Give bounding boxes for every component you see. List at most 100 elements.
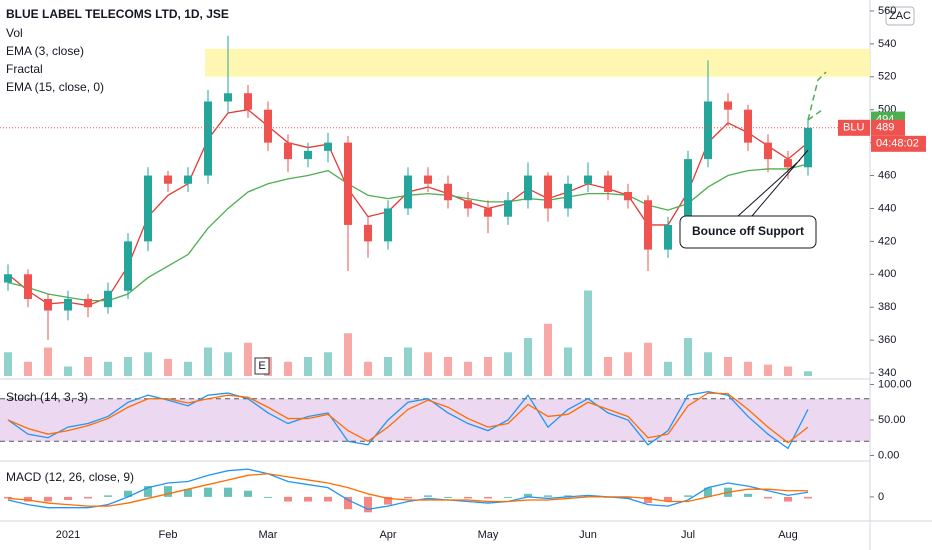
histogram-bar [504, 496, 512, 498]
countdown-box [871, 135, 926, 152]
x-tick-label: May [478, 529, 499, 541]
x-tick-label: Mar [259, 529, 278, 541]
histogram-bar [284, 496, 292, 502]
volume-bar [524, 338, 532, 376]
callout-lines [737, 149, 809, 217]
histogram-bar [84, 496, 92, 499]
histogram-bar [484, 496, 492, 499]
line [7, 473, 808, 507]
line [7, 392, 809, 444]
price-label: 489 [876, 122, 894, 134]
histogram-bar [624, 496, 632, 499]
histogram-bar [344, 496, 352, 510]
stoch-band [0, 398, 870, 442]
y-tick-label: 460 [878, 169, 896, 181]
histogram-bar [4, 496, 12, 499]
volume-bar [304, 357, 312, 376]
volume-bar [664, 361, 672, 376]
volume-bar [224, 352, 232, 376]
candle-body [384, 208, 392, 242]
volume-bar [504, 352, 512, 376]
volume-bar [364, 361, 372, 376]
histogram-bar [244, 490, 252, 497]
candle-body [424, 175, 432, 184]
histogram-bar [704, 487, 712, 497]
histogram-bar [544, 495, 552, 497]
histogram-bar [304, 496, 312, 502]
legend-entry: Vol [6, 26, 23, 40]
x-tick-label: Apr [379, 529, 396, 541]
candle-body [24, 274, 32, 299]
legend-entry: EMA (15, close, 0) [6, 80, 104, 94]
histogram-bar [404, 496, 412, 499]
y-tick-label: 560 [878, 5, 896, 17]
candle-body [764, 142, 772, 160]
candle-body [544, 175, 552, 209]
candle-body [464, 200, 472, 209]
volume-bar [484, 357, 492, 376]
histogram-bar [784, 496, 792, 502]
event-box[interactable] [254, 357, 270, 375]
resistance-zone [205, 48, 870, 77]
histogram-bar [224, 487, 232, 497]
candle-body [704, 101, 712, 160]
candle-body [164, 175, 172, 184]
volume-bar [384, 357, 392, 376]
histogram-bar [64, 496, 72, 500]
histogram-bar [124, 490, 132, 497]
volume-bar [344, 333, 352, 376]
price-label-box [871, 119, 905, 136]
volume-bar [784, 366, 792, 376]
symbol: BLU [843, 122, 864, 134]
y-tick-label: 340 [878, 367, 896, 379]
volume-bar [424, 352, 432, 376]
histogram-bar [444, 496, 452, 498]
volume-bar [124, 357, 132, 376]
symbol-box [838, 119, 870, 136]
histogram-bar [164, 486, 172, 497]
candle-body [144, 175, 152, 242]
candle-body [504, 200, 512, 217]
candle-body [724, 101, 732, 110]
line [7, 468, 809, 510]
volume-bar [464, 361, 472, 376]
volume-bar [444, 357, 452, 376]
volume-bar [44, 347, 52, 376]
candle-body [524, 175, 532, 201]
candle-body [124, 241, 132, 291]
line [7, 390, 809, 450]
candle-body [664, 224, 672, 250]
x-tick-label: Feb [159, 529, 178, 541]
histogram-bar [324, 496, 332, 502]
event: E [258, 360, 265, 372]
plot: 2021 Feb Mar Apr May Jun Jul Aug [0, 10, 874, 541]
histogram-bar [384, 496, 392, 505]
volume-bar [744, 361, 752, 376]
histogram-bar [364, 496, 372, 513]
volume-bar [144, 352, 152, 376]
y-tick-label: 50.00 [878, 414, 906, 426]
volume-bar [324, 352, 332, 376]
currency-box[interactable] [885, 6, 915, 26]
y-tick-label: 440 [878, 202, 896, 214]
y-tick-label: 0.00 [878, 449, 899, 461]
candle-body [484, 208, 492, 217]
candle-body [104, 290, 112, 308]
volume-bar [584, 290, 592, 376]
histogram-bar [184, 489, 192, 497]
volume-bar [164, 358, 172, 376]
histogram-bar [264, 496, 272, 498]
candle-body [404, 175, 412, 209]
volume-bar [184, 361, 192, 376]
candle-body [564, 183, 572, 209]
y-tick-label: 360 [878, 334, 896, 346]
y-tick-label: 100.00 [878, 378, 912, 390]
y-tick-label: 540 [878, 38, 896, 50]
volume-bar [764, 364, 772, 376]
histogram-bar [424, 495, 432, 497]
x-tick-label: Jun [579, 529, 597, 541]
volume-bar [644, 342, 652, 376]
volume-bar [724, 357, 732, 376]
volume-bar [204, 347, 212, 376]
